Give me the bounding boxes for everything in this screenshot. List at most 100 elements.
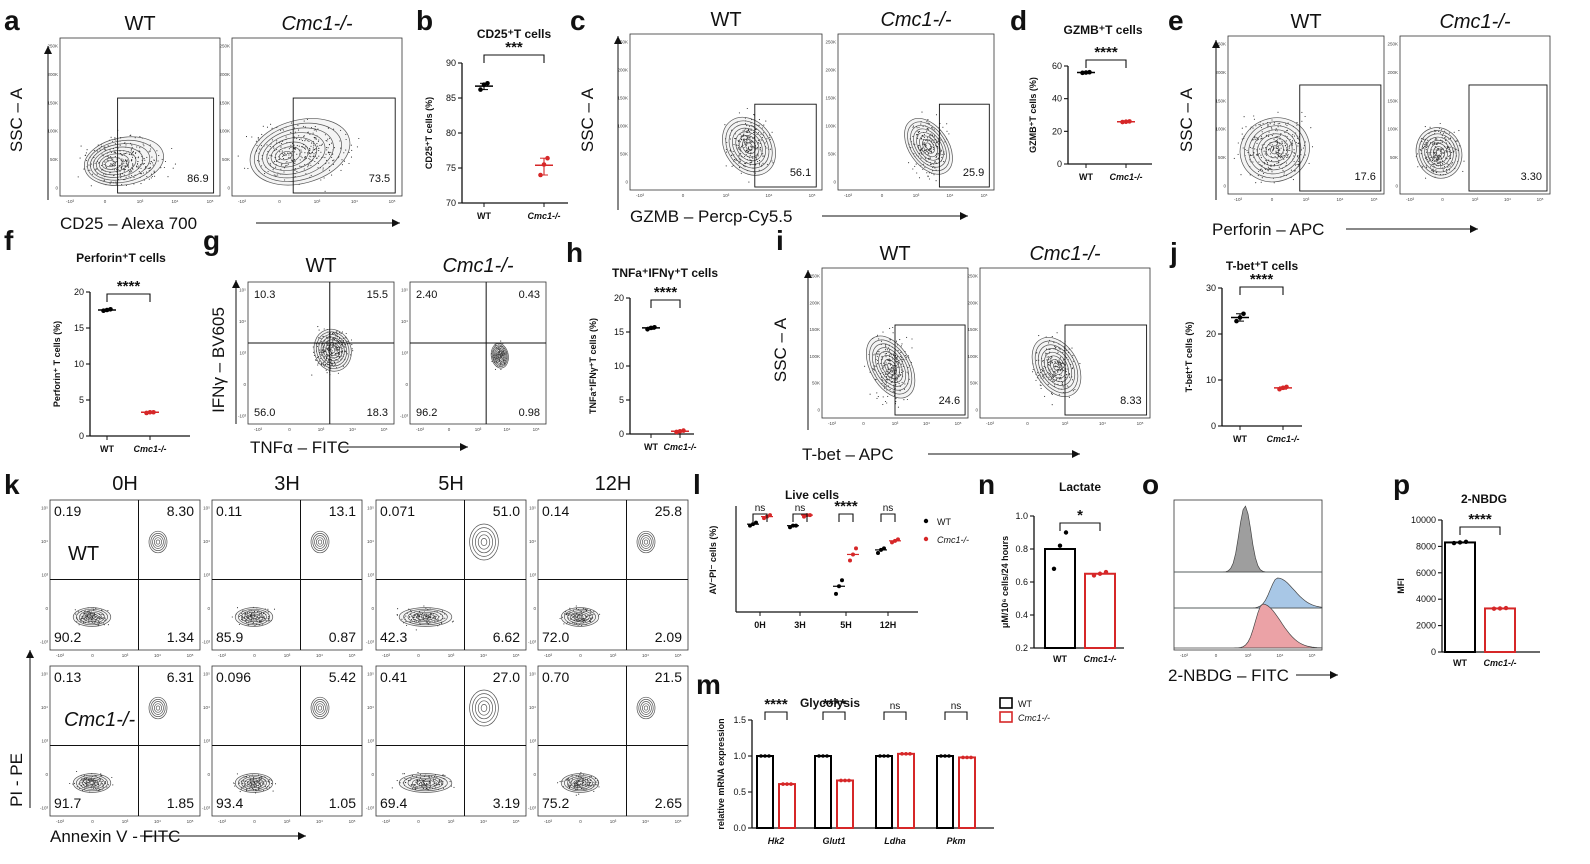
- event-dot: [1044, 395, 1046, 397]
- event-dot: [288, 157, 290, 159]
- event-dot: [294, 148, 296, 150]
- event-dot: [152, 162, 154, 164]
- event-dot: [110, 136, 112, 138]
- data-point: [1057, 543, 1063, 548]
- event-dot: [313, 155, 315, 157]
- event-dot: [895, 340, 898, 342]
- event-dot: [942, 126, 944, 128]
- plot-frame: [537, 665, 689, 817]
- data-point: [652, 324, 657, 330]
- bar: [778, 783, 796, 830]
- data-point: [854, 546, 858, 551]
- event-dot: [350, 339, 353, 341]
- event-dot: [149, 163, 151, 165]
- event-dot: [317, 326, 319, 328]
- x-tick-label: Ldha: [884, 836, 906, 846]
- event-dot: [86, 149, 88, 151]
- event-dot: [103, 163, 105, 166]
- event-dot: [1237, 153, 1239, 155]
- x-tick-label: 10³: [475, 427, 482, 432]
- x-tick-label: 10⁵: [809, 193, 816, 198]
- density-contour: [92, 146, 144, 178]
- chart-title: Perforin⁺T cells: [76, 251, 166, 265]
- x-tick-label: 0: [288, 427, 291, 432]
- y-tick-label: 10⁵: [367, 672, 374, 677]
- quadrant-value-lr: 2.65: [655, 795, 682, 811]
- y-tick-label: 10⁴: [367, 539, 374, 544]
- event-dot: [288, 154, 290, 156]
- x-tick-label: 10⁵: [207, 199, 214, 204]
- event-dot: [106, 159, 108, 161]
- event-dot: [889, 327, 891, 329]
- x-tick-label: 10⁴: [504, 427, 511, 432]
- facs-title-ko: Cmc1-/-: [281, 13, 352, 35]
- panel-label-a: a: [4, 5, 20, 36]
- gate-percentage: 86.9: [187, 173, 208, 185]
- event-dot: [113, 151, 115, 153]
- event-dot: [927, 175, 929, 177]
- event-dot: [321, 143, 323, 145]
- gate-percentage: 8.33: [1120, 395, 1141, 407]
- event-dot: [310, 164, 312, 166]
- event-dot: [112, 140, 114, 142]
- y-tick-label: 0: [45, 606, 48, 611]
- event-dot: [96, 173, 98, 175]
- y-tick-label: 200K: [47, 72, 58, 77]
- event-dot: [304, 140, 306, 142]
- y-tick-label: 200K: [825, 68, 836, 73]
- event-dot: [314, 160, 316, 163]
- significance-bracket: [880, 513, 896, 522]
- event-dot: [317, 140, 319, 142]
- event-dot: [273, 161, 275, 163]
- y-axis-label-e: SSC – A: [1177, 87, 1196, 152]
- event-dot: [148, 151, 150, 153]
- event-dot: [391, 787, 393, 789]
- event-dot: [325, 140, 327, 142]
- y-axis-label: GZMB⁺T cells (%): [1028, 77, 1038, 153]
- x-tick-label: 0: [682, 193, 685, 198]
- event-dot: [140, 183, 142, 185]
- event-dot: [309, 155, 311, 157]
- event-dot: [297, 124, 299, 126]
- event-dot: [110, 151, 112, 154]
- x-tick-label: -10³: [416, 427, 425, 432]
- event-dot: [107, 624, 109, 626]
- y-tick-label: 10³: [203, 573, 210, 578]
- y-tick-label: -10³: [202, 806, 211, 811]
- y-tick-label: 1.0: [1015, 511, 1028, 521]
- y-axis-label: Perforin⁺ T cells (%): [52, 321, 62, 407]
- x-tick-label: 10⁴: [480, 653, 487, 658]
- data-point: [1491, 606, 1497, 611]
- x-tick-label: 10³: [448, 819, 455, 824]
- event-dot: [912, 168, 914, 170]
- event-dot: [396, 614, 398, 616]
- event-dot: [143, 162, 145, 165]
- event-dot: [112, 158, 114, 160]
- facs-title-ko: Cmc1-/-: [880, 9, 951, 31]
- chart-title: TNFa⁺IFNγ⁺T cells: [612, 266, 718, 280]
- event-dot: [406, 624, 408, 626]
- significance-label: ****: [1250, 271, 1274, 288]
- data-point: [843, 778, 847, 783]
- event-dot: [259, 148, 261, 150]
- event-dot: [103, 179, 105, 181]
- event-dot: [112, 163, 114, 165]
- y-tick-label: 10: [74, 359, 84, 369]
- x-tick-label: 10³: [913, 193, 920, 198]
- event-dot: [326, 147, 328, 149]
- event-dot: [283, 171, 285, 173]
- legend-swatch-ko: [999, 711, 1013, 723]
- y-tick-label: 0: [533, 772, 536, 777]
- event-dot: [150, 161, 152, 163]
- event-dot: [315, 138, 318, 140]
- event-dot: [1308, 162, 1310, 164]
- event-dot: [104, 161, 106, 163]
- quadrant-value-ll: 75.2: [542, 795, 569, 811]
- data-point: [1051, 566, 1057, 571]
- event-dot: [138, 171, 140, 173]
- y-tick-label: 0: [833, 180, 836, 185]
